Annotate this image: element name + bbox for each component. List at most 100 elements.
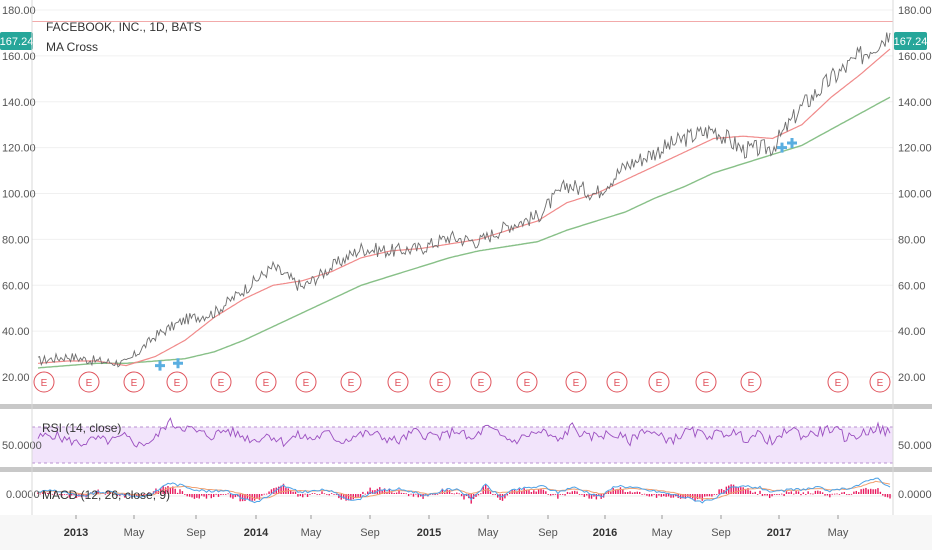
macd-histogram-bar xyxy=(304,493,306,495)
earnings-marker[interactable]: E xyxy=(340,371,362,393)
macd-histogram-bar xyxy=(521,491,523,494)
macd-histogram-bar xyxy=(193,494,196,499)
time-label: Sep xyxy=(360,527,380,539)
macd-histogram-bar xyxy=(265,493,268,495)
macd-histogram-bar xyxy=(805,494,807,495)
earnings-marker[interactable]: E xyxy=(78,371,100,393)
macd-histogram-bar xyxy=(162,486,164,494)
macd-histogram-bar xyxy=(713,494,716,495)
earnings-marker[interactable]: E xyxy=(827,371,849,393)
macd-histogram-bar xyxy=(614,489,617,494)
macd-histogram-bar xyxy=(626,491,629,494)
macd-histogram-bar xyxy=(610,491,612,494)
earnings-marker[interactable]: E xyxy=(869,371,891,393)
macd-histogram-bar xyxy=(718,489,720,494)
macd-histogram-bar xyxy=(350,494,352,501)
macd-histogram-bar xyxy=(867,489,870,494)
macd-histogram-bar xyxy=(417,494,419,498)
macd-histogram-bar xyxy=(66,494,68,495)
earnings-marker[interactable]: E xyxy=(606,371,628,393)
macd-histogram-bar xyxy=(321,491,323,494)
macd-histogram-bar xyxy=(800,494,802,496)
macd-left-label: 0.0000 xyxy=(6,489,40,501)
macd-histogram-bar xyxy=(492,494,494,495)
earnings-marker[interactable]: E xyxy=(470,371,492,393)
macd-histogram-bar xyxy=(241,494,244,502)
macd-histogram-bar xyxy=(234,494,237,498)
macd-histogram-bar xyxy=(814,490,817,494)
earnings-marker[interactable]: E xyxy=(740,371,762,393)
macd-histogram-bar xyxy=(648,494,651,497)
macd-histogram-bar xyxy=(458,493,460,495)
price-pane[interactable]: E E E E E E E E E E E E E E E E E E E FACEBOOK, INC., 1D, … xyxy=(0,5,932,393)
macd-histogram-bar xyxy=(833,493,836,495)
macd-histogram-bar xyxy=(889,494,891,499)
macd-histogram-bar xyxy=(210,494,212,499)
macd-histogram-bar xyxy=(622,489,624,494)
earnings-marker[interactable]: E xyxy=(295,371,317,393)
macd-histogram-bar xyxy=(179,489,181,494)
earnings-marker[interactable]: E xyxy=(210,371,232,393)
indicator-title: MA Cross xyxy=(46,40,98,54)
earnings-marker[interactable]: E xyxy=(695,371,717,393)
right-price-label: 120.00 xyxy=(898,143,932,155)
earnings-marker[interactable]: E xyxy=(255,371,277,393)
macd-histogram-bar xyxy=(744,489,747,494)
time-label: 2015 xyxy=(417,527,441,539)
macd-histogram-bar xyxy=(838,494,841,495)
macd-histogram-bar xyxy=(292,491,294,494)
macd-histogram-bar xyxy=(716,494,718,495)
rsi-pane[interactable]: RSI (14, close) 50.0000 50.0000 xyxy=(2,417,932,464)
time-label: May xyxy=(828,527,849,539)
macd-histogram-bar xyxy=(675,494,677,497)
earnings-marker-circle xyxy=(33,371,55,393)
earnings-marker[interactable]: E xyxy=(516,371,538,393)
earnings-marker-label: E xyxy=(748,378,755,389)
ma-cross-markers xyxy=(155,138,797,371)
macd-histogram-bar xyxy=(143,494,145,496)
macd-histogram-bar xyxy=(477,494,480,496)
macd-histogram-bar xyxy=(148,492,150,494)
last-price-right: 167.24 xyxy=(894,36,928,48)
left-price-label: 60.00 xyxy=(2,280,30,292)
macd-histogram-bar xyxy=(347,494,350,501)
pane-separator-macd[interactable] xyxy=(0,467,932,472)
macd-histogram-bar xyxy=(172,486,174,494)
earnings-marker[interactable]: E xyxy=(123,371,145,393)
macd-histogram-bar xyxy=(501,494,504,501)
macd-histogram-bar xyxy=(39,493,42,495)
macd-histogram-bar xyxy=(412,494,415,497)
macd-histogram-bar xyxy=(371,490,374,494)
earnings-marker-circle xyxy=(470,371,492,393)
pane-separator-rsi[interactable] xyxy=(0,404,932,409)
earnings-marker[interactable]: E xyxy=(387,371,409,393)
time-label: May xyxy=(301,527,322,539)
macd-histogram-bar xyxy=(533,490,535,494)
macd-histogram-bar xyxy=(552,494,554,496)
macd-histogram-bar xyxy=(270,489,273,494)
time-axis[interactable]: 2013 May Sep 2014 May Sep 2015 May Sep 2016 May Sep… xyxy=(64,515,849,539)
macd-histogram-bar xyxy=(590,494,593,499)
earnings-marker-label: E xyxy=(348,378,355,389)
macd-histogram-bar xyxy=(720,488,723,494)
last-price-left: 167.24 xyxy=(0,36,33,48)
macd-histogram-bar xyxy=(432,494,434,495)
macd-histogram-bar xyxy=(516,491,518,494)
macd-histogram-bar xyxy=(663,494,665,497)
earnings-marker[interactable]: E xyxy=(429,371,451,393)
macd-histogram-bar xyxy=(290,489,292,494)
macd-histogram-bar xyxy=(398,489,400,494)
macd-pane[interactable]: MACD (12, 26, close, 9) 0.0000 0.0000 xyxy=(6,477,932,504)
macd-histogram-bar xyxy=(184,494,186,495)
macd-histogram-bar xyxy=(326,494,328,495)
macd-histogram-bar xyxy=(860,489,862,494)
earnings-marker[interactable]: E xyxy=(166,371,188,393)
earnings-marker-circle xyxy=(123,371,145,393)
earnings-marker[interactable]: E xyxy=(565,371,587,393)
earnings-marker[interactable]: E xyxy=(33,371,55,393)
earnings-marker-label: E xyxy=(263,378,270,389)
earnings-marker[interactable]: E xyxy=(648,371,670,393)
rsi-right-label: 50.0000 xyxy=(898,440,932,452)
